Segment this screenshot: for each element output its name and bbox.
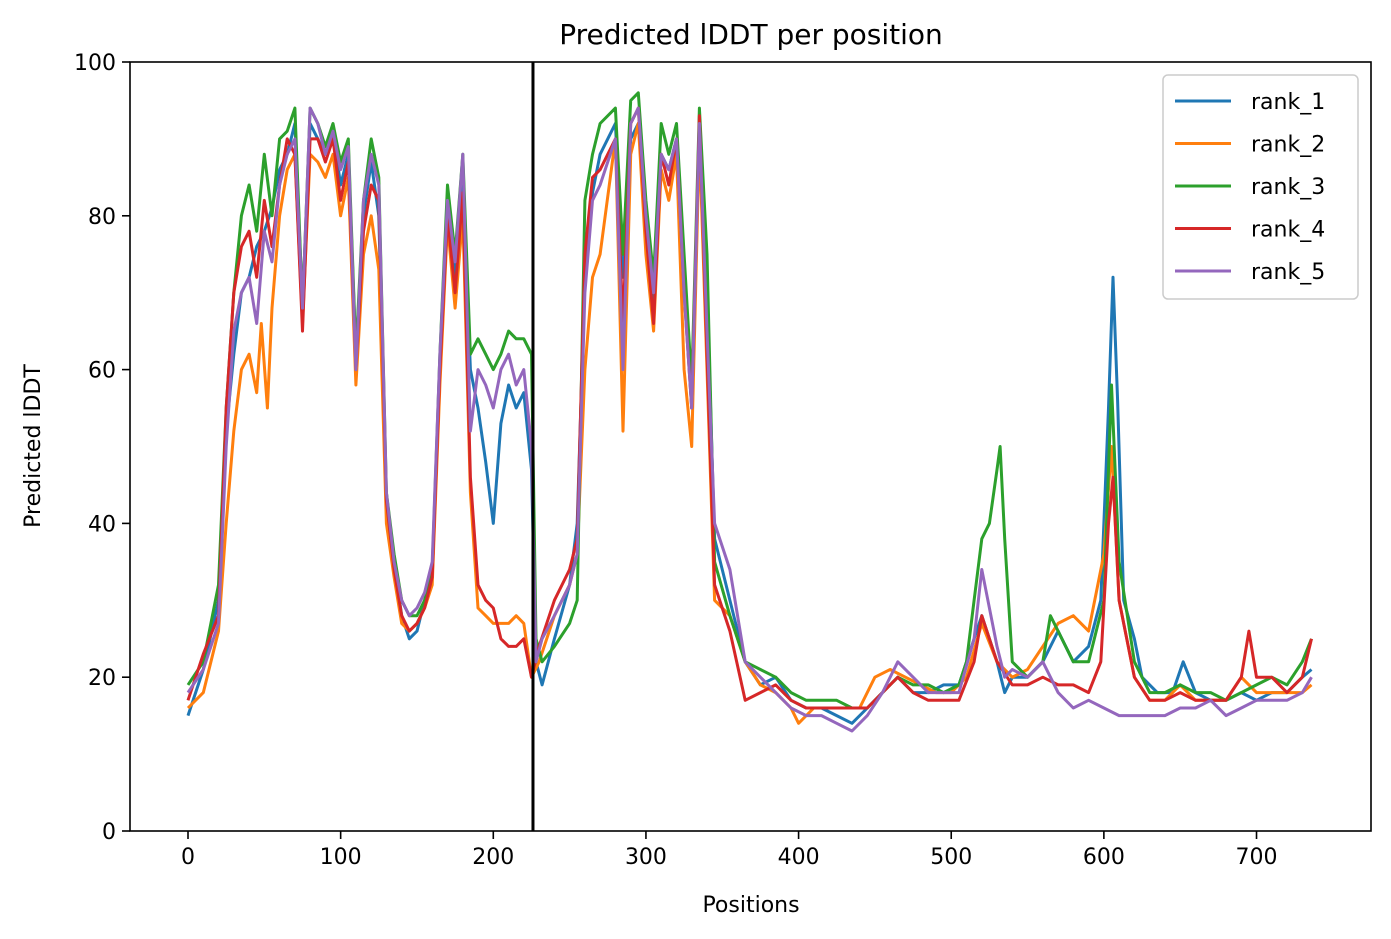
x-tick-label: 300: [625, 845, 667, 870]
legend-label-rank_3: rank_3: [1251, 175, 1325, 200]
plot-frame: [129, 61, 1372, 832]
legend: rank_1 rank_2 rank_3 rank_4 rank_5: [1162, 74, 1359, 300]
y-tick-label: 0: [102, 820, 116, 845]
axes: 0 100 200 300 400 500 600 700 0 20 40 60 80 100: [74, 51, 1372, 870]
y-tick-label: 40: [88, 512, 116, 537]
legend-box: [1162, 74, 1359, 300]
series-line-rank_2: [186, 122, 1313, 725]
legend-label-rank_5: rank_5: [1251, 260, 1325, 285]
y-tick-label: 100: [74, 51, 116, 76]
legend-label-rank_1: rank_1: [1251, 90, 1325, 115]
x-axis-title: Positions: [702, 893, 799, 918]
x-tick-label: 100: [320, 845, 362, 870]
y-tick-label: 80: [88, 205, 116, 230]
y-tick-label: 60: [88, 359, 116, 384]
plot-lines: [186, 62, 1313, 831]
y-axis-title: Predicted lDDT: [21, 364, 46, 528]
x-tick-label: 600: [1083, 845, 1125, 870]
chart-title: Predicted lDDT per position: [559, 18, 943, 51]
x-tick-label: 0: [181, 845, 195, 870]
x-tick-label: 500: [930, 845, 972, 870]
x-tick-label: 400: [778, 845, 820, 870]
x-tick-label: 200: [472, 845, 514, 870]
series-line-rank_5: [186, 106, 1313, 733]
y-tick-label: 20: [88, 666, 116, 691]
legend-label-rank_4: rank_4: [1251, 218, 1325, 243]
x-tick-label: 700: [1236, 845, 1278, 870]
legend-label-rank_2: rank_2: [1251, 133, 1325, 158]
